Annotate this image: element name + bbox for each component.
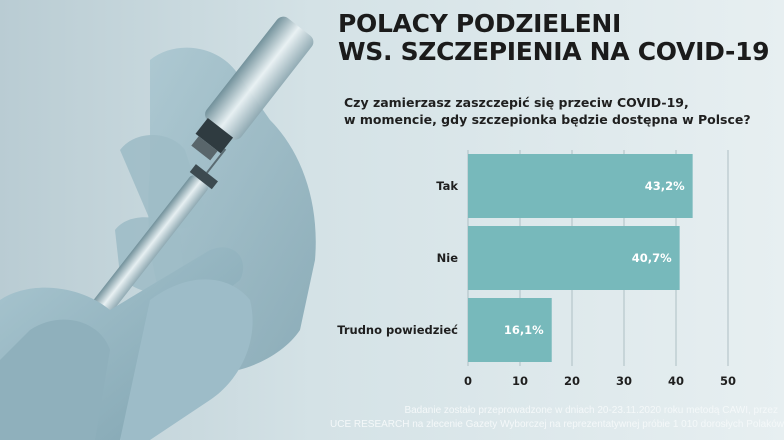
data-label: 43,2% [645, 179, 685, 193]
bar [468, 226, 680, 290]
question-line-2: w momencie, gdy szczepionka będzie dostę… [344, 112, 751, 127]
x-tick-label: 50 [720, 374, 736, 388]
category-label: Trudno powiedzieć [337, 323, 458, 337]
x-tick-label: 30 [616, 374, 632, 388]
bar [468, 154, 693, 218]
category-label: Nie [437, 251, 459, 265]
title-line-2: WS. SZCZEPIENIA NA COVID-19 [338, 37, 770, 66]
bar [468, 298, 552, 362]
x-tick-label: 20 [564, 374, 580, 388]
title-line-1: POLACY PODZIELENI [338, 9, 621, 38]
chart-title: POLACY PODZIELENI WS. SZCZEPIENIA NA COV… [338, 10, 778, 66]
footer-line-2: UCE RESEARCH na zlecenie Gazety Wyborcze… [330, 419, 784, 430]
data-label: 16,1% [504, 323, 544, 337]
x-tick-label: 10 [512, 374, 528, 388]
methodology-note: Badanie zostało przeprowadzone w dniach … [330, 404, 784, 432]
survey-question: Czy zamierzasz zaszczepić się przeciw CO… [344, 94, 764, 128]
category-label: Tak [436, 179, 458, 193]
data-label: 40,7% [632, 251, 672, 265]
footer-line-1: Badanie zostało przeprowadzone w dniach … [404, 405, 778, 416]
x-tick-label: 40 [668, 374, 684, 388]
x-tick-label: 0 [464, 374, 472, 388]
question-line-1: Czy zamierzasz zaszczepić się przeciw CO… [344, 95, 689, 110]
